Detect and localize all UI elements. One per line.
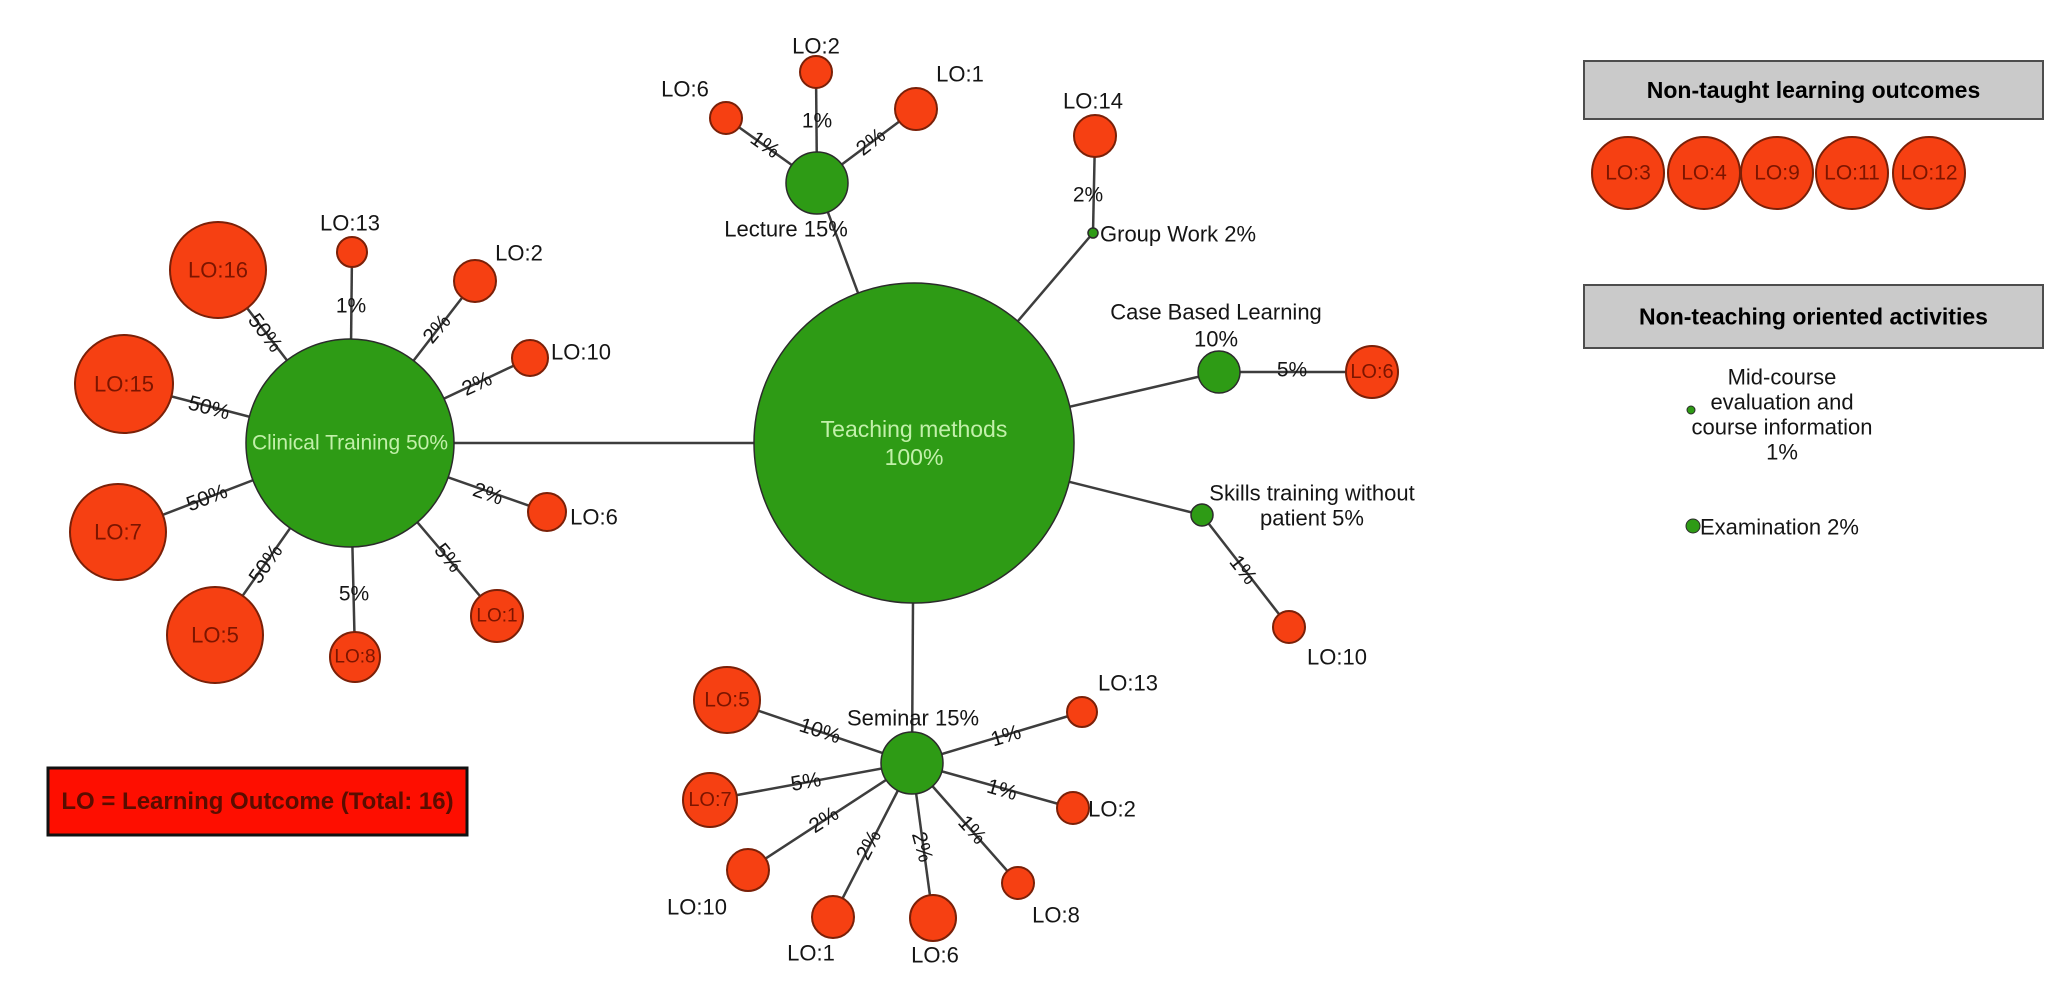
panel-box-non-teaching [1583, 284, 2044, 349]
edge-label-seminar-s_lo7: 5% [789, 768, 823, 796]
label-s-lo13-label: LO:13 [1098, 671, 1158, 696]
node-s_lo5 [693, 666, 761, 734]
panel-title-non-teaching: Non-teaching oriented activities [1639, 304, 1988, 330]
node-s_lo7 [682, 772, 738, 828]
activity-label-examination: Examination 2% [1700, 515, 1859, 540]
label-c-lo2-label: LO:2 [495, 241, 543, 266]
node-c_lo15 [74, 334, 174, 434]
node-label-s_lo7: LO:7 [688, 789, 731, 811]
node-s_lo1 [811, 895, 855, 939]
activity-dot-examination [1685, 518, 1701, 534]
panel-title-non-taught: Non-taught learning outcomes [1647, 77, 1981, 103]
label-s-lo8-label: LO:8 [1032, 903, 1080, 928]
label-c-lo13-label: LO:13 [320, 211, 380, 236]
edge-label-cbl-cbl_lo6: 5% [1277, 359, 1307, 382]
edge-skills-sk_lo10 [1201, 514, 1290, 628]
non-taught-label-lo12: LO:12 [1900, 162, 1957, 185]
node-l_lo1 [894, 87, 938, 131]
non-taught-label-lo3: LO:3 [1605, 162, 1651, 185]
node-s_lo13 [1066, 696, 1098, 728]
activity-dot-midcourse [1686, 405, 1696, 415]
node-c_lo13 [336, 236, 368, 268]
node-label-c_lo15: LO:15 [94, 372, 154, 397]
edge-label-clinical-c_lo8: 5% [339, 583, 369, 606]
panel-box-non-taught [1583, 60, 2044, 120]
label-groupwork-label: Group Work 2% [1100, 222, 1256, 247]
label-lo14-label: LO:14 [1063, 89, 1123, 114]
node-label-c_lo1: LO:1 [476, 606, 517, 627]
node-lo14 [1073, 114, 1117, 158]
non-taught-label-lo4: LO:4 [1681, 162, 1727, 185]
node-clinical [245, 338, 455, 548]
node-c_lo8 [329, 631, 381, 683]
node-sk_lo10 [1272, 610, 1306, 644]
node-label-c_lo7: LO:7 [94, 520, 142, 545]
node-l_lo6 [709, 101, 743, 135]
node-label-clinical: Clinical Training 50% [252, 432, 448, 455]
node-c_lo7 [69, 483, 167, 581]
non-taught-label-lo9: LO:9 [1754, 162, 1800, 185]
node-l_lo2 [799, 55, 833, 89]
node-s_lo6 [909, 894, 957, 942]
edge-label-lo14-groupwork: 2% [1073, 184, 1103, 207]
node-seminar [880, 731, 944, 795]
node-label-s_lo5: LO:5 [704, 689, 750, 712]
node-label-c_lo16: LO:16 [188, 258, 248, 283]
legend-text: LO = Learning Outcome (Total: 16) [61, 788, 453, 815]
node-label-c_lo5: LO:5 [191, 623, 239, 648]
non-taught-node-lo3 [1591, 136, 1665, 210]
node-groupwork [1087, 227, 1099, 239]
label-l-lo1-label: LO:1 [936, 62, 984, 87]
node-c_lo10 [511, 339, 549, 377]
node-skills [1190, 503, 1214, 527]
label-lecture-label: Lecture 15% [724, 217, 848, 242]
node-teaching [753, 282, 1075, 604]
edge-seminar-s_lo10 [747, 761, 913, 872]
non-taught-node-lo9 [1740, 136, 1814, 210]
edge-label-clinical-c_lo13: 1% [336, 295, 366, 318]
node-c_lo6 [527, 492, 567, 532]
node-cbl [1197, 350, 1241, 394]
activity-label-midcourse: Mid-course evaluation and course informati… [1692, 365, 1873, 465]
node-c_lo16 [169, 221, 267, 319]
node-label-cbl_lo6: LO:6 [1350, 361, 1393, 383]
label-l-lo6-label: LO:6 [661, 77, 709, 102]
node-cbl_lo6 [1345, 345, 1399, 399]
edge-seminar-s_lo7 [709, 761, 913, 802]
node-c_lo5 [166, 586, 264, 684]
label-l-lo2-label: LO:2 [792, 34, 840, 59]
legend-box [46, 766, 469, 837]
label-seminar-label: Seminar 15% [847, 706, 979, 731]
node-s_lo8 [1001, 866, 1035, 900]
node-c_lo1 [470, 589, 524, 643]
label-sk-lo10-label: LO:10 [1307, 645, 1367, 670]
node-c_lo2 [453, 259, 497, 303]
edge-label-lecture-l_lo2: 1% [802, 110, 832, 133]
node-s_lo2 [1056, 791, 1090, 825]
label-s-lo10-label: LO:10 [667, 895, 727, 920]
label-cbl-label: Case Based Learning 10% [1110, 300, 1322, 352]
label-c-lo10-label: LO:10 [551, 340, 611, 365]
label-s-lo2-label: LO:2 [1088, 797, 1136, 822]
label-s-lo1-label: LO:1 [787, 941, 835, 966]
node-s_lo10 [726, 848, 770, 892]
non-taught-label-lo11: LO:11 [1824, 162, 1880, 185]
node-label-c_lo8: LO:8 [334, 647, 375, 668]
non-taught-node-lo11 [1815, 136, 1889, 210]
node-lecture [785, 151, 849, 215]
label-skills-label: Skills training without patient 5% [1209, 481, 1414, 531]
node-label-teaching: Teaching methods 100% [821, 416, 1008, 470]
label-s-lo6-label: LO:6 [911, 943, 959, 968]
label-c-lo6-label: LO:6 [570, 505, 618, 530]
non-taught-node-lo12 [1892, 136, 1966, 210]
